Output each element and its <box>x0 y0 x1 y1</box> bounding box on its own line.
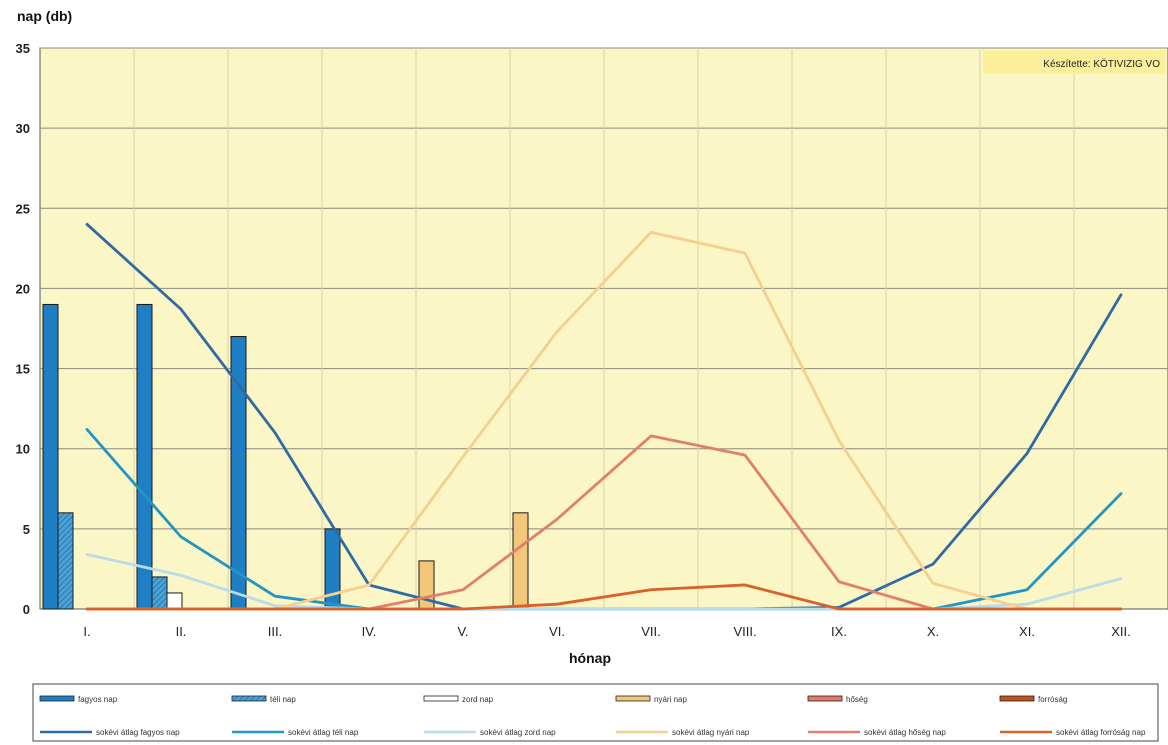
x-tick-label: III. <box>268 624 282 639</box>
x-tick-label: X. <box>927 624 939 639</box>
credit-annotation: Készítette: KÖTIVIZIG VO <box>1043 58 1160 70</box>
legend-label-line-0: sokévi átlag fagyos nap <box>96 728 180 737</box>
y-tick-label: 20 <box>16 281 30 296</box>
x-tick-label: VII. <box>641 624 661 639</box>
legend-label-line-3: sokévi átlag nyári nap <box>672 728 750 737</box>
legend-label-bar-3: nyári nap <box>654 695 687 704</box>
legend-label-bar-5: forróság <box>1038 695 1067 704</box>
x-tick-label: IV. <box>362 624 377 639</box>
x-tick-label: IX. <box>831 624 847 639</box>
gridlines <box>40 47 1168 609</box>
legend-swatch-bar-2 <box>423 695 459 702</box>
y-axis-label: nap (db) <box>17 8 72 24</box>
y-axis-ticks: 0 5 10 15 20 25 30 35 <box>16 41 30 617</box>
legend-swatch-bar-0 <box>39 695 75 702</box>
x-tick-label: XI. <box>1019 624 1035 639</box>
x-tick-label: I. <box>83 624 90 639</box>
legend-entries: fagyos nap téli nap zord nap nyári nap hőség… <box>39 695 1146 737</box>
bars <box>42 303 529 610</box>
x-axis-ticks: I. II. III. IV. V. VI. VII. VIII. IX. X. XI. XII. <box>83 624 1130 639</box>
y-tick-label: 10 <box>16 442 30 457</box>
legend-label-line-4: sokévi átlag hőség nap <box>864 728 946 737</box>
legend-swatch-bar-4 <box>807 695 843 702</box>
x-tick-label: VIII. <box>733 624 756 639</box>
bar-fagyos-nap-0 <box>42 303 59 610</box>
bar-zord-nap-1 <box>166 592 183 610</box>
legend-label-bar-4: hőség <box>846 695 868 704</box>
y-tick-label: 30 <box>16 121 30 136</box>
legend-label-line-5: sokévi átlag forróság nap <box>1056 728 1146 737</box>
bar-téli-nap-1 <box>151 576 168 610</box>
x-tick-label: VI. <box>549 624 565 639</box>
x-tick-label: II. <box>176 624 187 639</box>
y-tick-label: 25 <box>16 201 30 216</box>
legend-label-line-1: sokévi átlag téli nap <box>288 728 359 737</box>
legend-label-bar-2: zord nap <box>462 695 494 704</box>
bar-nyári-nap-5 <box>512 512 529 610</box>
legend-label-bar-1: téli nap <box>270 695 296 704</box>
legend-label-bar-0: fagyos nap <box>78 695 118 704</box>
x-axis-label: hónap <box>569 650 611 666</box>
legend-swatch-bar-5 <box>999 695 1035 702</box>
y-tick-label: 35 <box>16 41 30 56</box>
legend-swatch-bar-3 <box>615 695 651 702</box>
lines <box>85 222 1123 611</box>
legend-label-line-2: sokévi átlag zord nap <box>480 728 556 737</box>
x-tick-label: V. <box>457 624 468 639</box>
line-series-5 <box>85 583 1123 611</box>
x-tick-label: XII. <box>1111 624 1131 639</box>
credit-box <box>983 50 1165 74</box>
bar-téli-nap-0 <box>57 512 74 610</box>
y-tick-label: 15 <box>16 362 30 377</box>
legend-swatch-bar-1 <box>231 695 267 702</box>
legend <box>32 683 1159 742</box>
y-tick-label: 0 <box>23 602 30 617</box>
y-tick-label: 5 <box>23 522 30 537</box>
bar-fagyos-nap-1 <box>136 303 153 610</box>
